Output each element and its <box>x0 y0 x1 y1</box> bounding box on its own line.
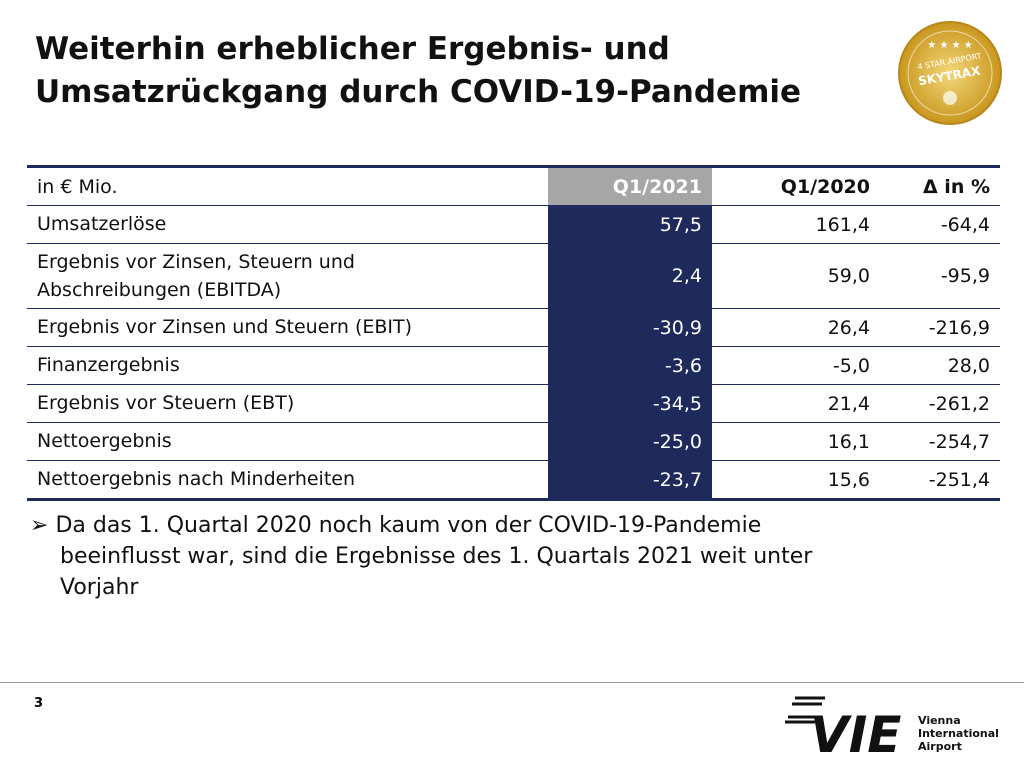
row-label-line: Ergebnis vor Steuern (EBT) <box>37 392 295 414</box>
header-cell: Q1/2021 <box>548 168 712 205</box>
skytrax-badge: ★ ★ ★ ★ 4 STAR AIRPORT SKYTRAX <box>898 21 1002 125</box>
row-label: Nettoergebnis <box>27 423 548 460</box>
value-cell: -95,9 <box>940 265 990 287</box>
title-line: Umsatzrückgang durch COVID-19-Pandemie <box>35 74 802 110</box>
value-cell: 26,4 <box>827 316 870 339</box>
value-cell: -5,0 <box>832 354 870 377</box>
table-row: Ergebnis vor Zinsen und Steuern (EBIT) -3… <box>27 309 1000 347</box>
table-row: Umsatzerlöse 57,5 161,4 -64,4 <box>27 206 1000 244</box>
row-label: Ergebnis vor Zinsen, Steuern und Abschrei… <box>27 244 548 308</box>
header-cell: Q1/2020 <box>780 175 870 198</box>
row-label-line: Ergebnis vor Zinsen und Steuern (EBIT) <box>37 316 413 338</box>
row-label-line: Nettoergebnis <box>37 430 172 452</box>
table-row: Ergebnis vor Zinsen, Steuern und Abschrei… <box>27 244 1000 309</box>
row-label: Ergebnis vor Steuern (EBT) <box>27 385 548 422</box>
svg-text:★ ★ ★ ★: ★ ★ ★ ★ <box>927 40 972 51</box>
value-cell: -261,2 <box>928 392 990 415</box>
logo-text: Airport <box>918 740 962 753</box>
table-row: Nettoergebnis nach Minderheiten -23,7 15,6… <box>27 461 1000 498</box>
value-cell: -254,7 <box>928 430 990 453</box>
row-label-line: Nettoergebnis nach Minderheiten <box>37 468 356 490</box>
bullet-line: ➢ Da das 1. Quartal 2020 noch kaum von d… <box>30 510 812 541</box>
bullet-icon: ➢ <box>30 513 56 538</box>
row-label-line: Ergebnis vor Zinsen, Steuern und <box>37 251 355 273</box>
bullet-line: beeinflusst war, sind die Ergebnisse des… <box>60 544 813 569</box>
table-row: Ergebnis vor Steuern (EBT) -34,5 21,4 -261,… <box>27 385 1000 423</box>
value-cell: -30,9 <box>548 309 712 346</box>
value-cell: -25,0 <box>548 423 712 460</box>
table-row: Finanzergebnis -3,6 -5,0 28,0 <box>27 347 1000 385</box>
results-table: in € Mio. Q1/2021 Q1/2020 Δ in % Umsatzerlös… <box>27 165 1000 501</box>
value-cell: -3,6 <box>548 347 712 384</box>
footer-rule <box>0 682 1024 683</box>
slide-title: Weiterhin erheblicher Ergebnis- und Umsa… <box>35 28 801 114</box>
value-cell: 59,0 <box>827 265 870 287</box>
bullet: ➢ Da das 1. Quartal 2020 noch kaum von d… <box>30 510 812 603</box>
value-cell: 2,4 <box>548 244 712 308</box>
value-cell: -251,4 <box>928 468 990 491</box>
title-line: Weiterhin erheblicher Ergebnis- und <box>35 31 670 67</box>
value-cell: 28,0 <box>947 354 990 377</box>
row-label-line: Finanzergebnis <box>37 354 180 376</box>
row-label: Umsatzerlöse <box>27 206 548 243</box>
page-number: 3 <box>34 696 44 711</box>
value-cell: 161,4 <box>815 213 870 236</box>
header-cell: in € Mio. <box>37 175 118 198</box>
value-cell: -34,5 <box>548 385 712 422</box>
header-row: in € Mio. Q1/2021 Q1/2020 Δ in % <box>27 168 1000 206</box>
value-cell: 21,4 <box>827 392 870 415</box>
logo-text: International <box>918 727 999 740</box>
row-label: Finanzergebnis <box>27 347 548 384</box>
value-cell: 57,5 <box>548 206 712 243</box>
logo-mark: VIE <box>810 706 901 760</box>
row-label-line: Abschreibungen (EBITDA) <box>37 279 282 301</box>
value-cell: -64,4 <box>940 213 990 236</box>
value-cell: 15,6 <box>827 468 870 491</box>
logo-text: Vienna <box>918 714 961 727</box>
vie-logo: VIE Vienna International Airport <box>785 696 999 760</box>
value-cell: 16,1 <box>827 430 870 453</box>
header-cell: Δ in % <box>922 175 990 198</box>
row-label: Nettoergebnis nach Minderheiten <box>27 461 548 498</box>
bullet-text: Da das 1. Quartal 2020 noch kaum von der… <box>55 513 762 538</box>
row-label-line: Umsatzerlöse <box>37 213 167 235</box>
bullet-line: Vorjahr <box>60 575 139 600</box>
row-label: Ergebnis vor Zinsen und Steuern (EBIT) <box>27 309 548 346</box>
value-cell: -23,7 <box>548 461 712 498</box>
value-cell: -216,9 <box>928 316 990 339</box>
table-row: Nettoergebnis -25,0 16,1 -254,7 <box>27 423 1000 461</box>
